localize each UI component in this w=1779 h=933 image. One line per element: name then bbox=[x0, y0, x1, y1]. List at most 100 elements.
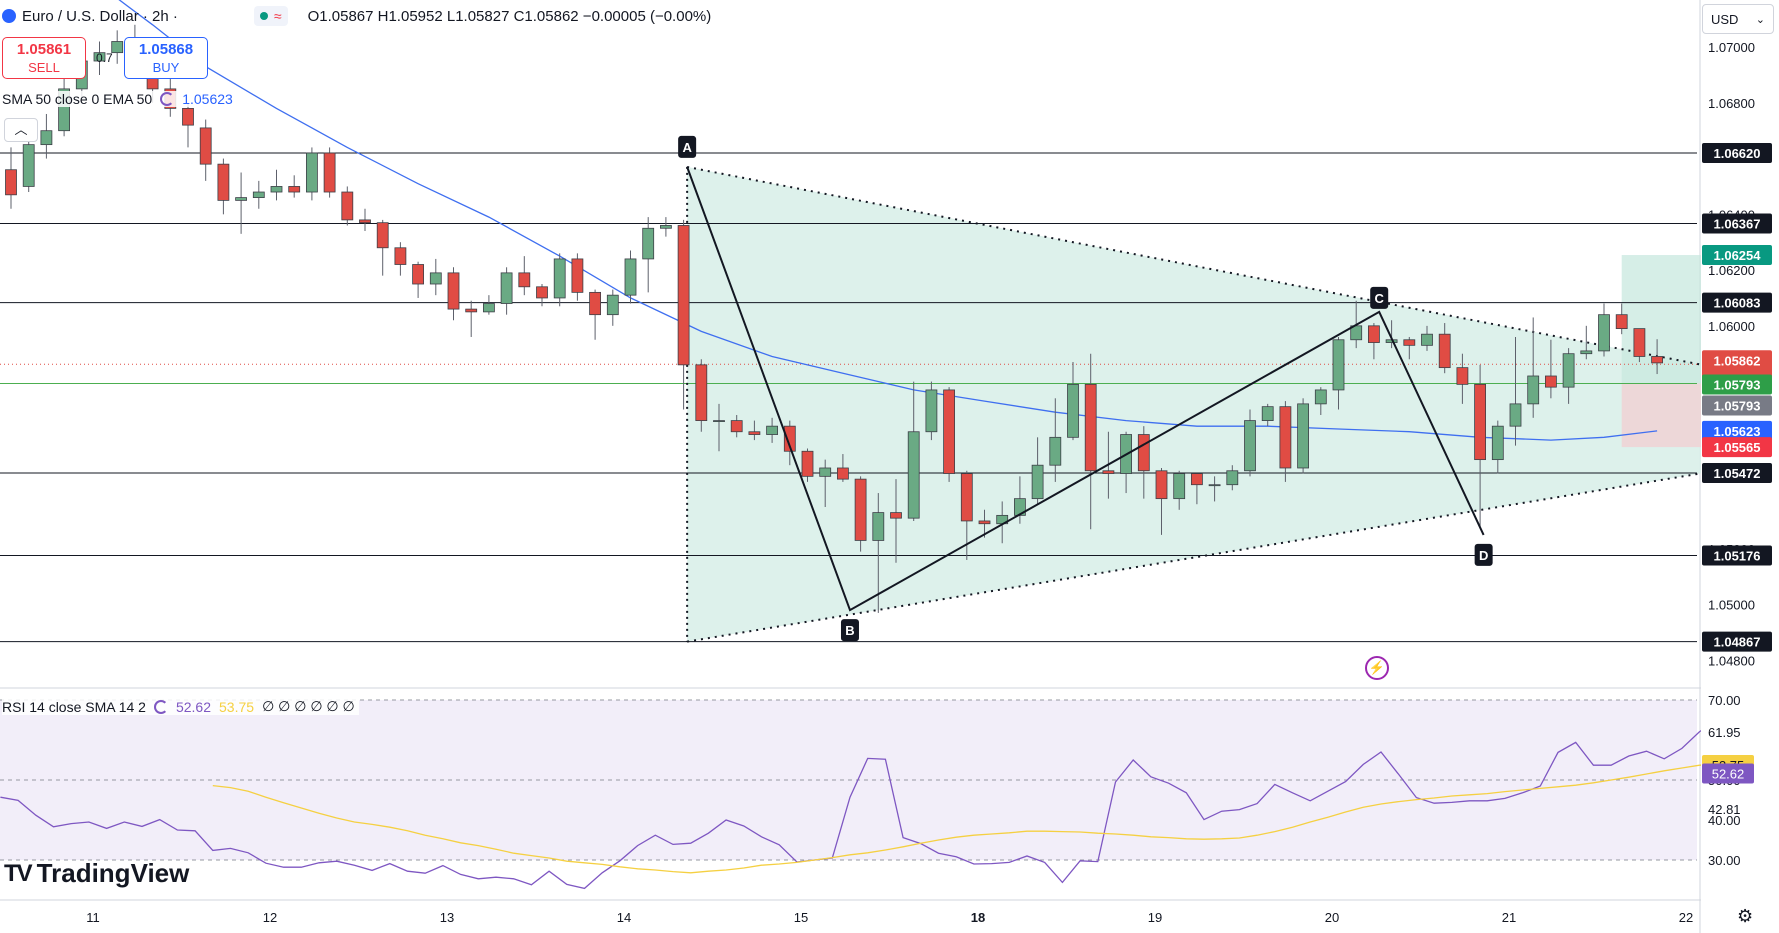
candle-down bbox=[1545, 375, 1557, 388]
time-tick-label: 14 bbox=[617, 910, 631, 925]
price-tag-label: 1.05565 bbox=[1714, 440, 1761, 455]
sell-price: 1.05861 bbox=[16, 41, 72, 58]
pattern-point-label-bg bbox=[1370, 286, 1389, 309]
sell-button[interactable]: 1.05861 SELL bbox=[2, 37, 86, 79]
pattern-point-d-label: D bbox=[1479, 548, 1488, 563]
level-price-tag-label: 1.06620 bbox=[1714, 146, 1761, 161]
candle-down bbox=[1651, 356, 1663, 364]
candle-down bbox=[5, 169, 17, 196]
level-price-tag-label: 1.06083 bbox=[1714, 296, 1761, 311]
time-tick-label: 21 bbox=[1502, 910, 1516, 925]
refresh-icon[interactable] bbox=[160, 92, 175, 106]
price-tag bbox=[1702, 374, 1772, 395]
candle-down bbox=[571, 258, 584, 293]
candle-up bbox=[1491, 425, 1504, 461]
candle-up bbox=[660, 225, 672, 229]
pattern-point-label-bg bbox=[678, 135, 697, 158]
rsi-tag-label: 52.62 bbox=[1712, 767, 1745, 782]
price-tag bbox=[1702, 395, 1772, 416]
candle-down bbox=[589, 291, 601, 316]
rsi-empty-values: ∅ ∅ ∅ ∅ ∅ ∅ bbox=[262, 698, 355, 714]
candle-down bbox=[1474, 383, 1486, 461]
rsi-tick-label: 42.81 bbox=[1708, 802, 1741, 817]
candle-up bbox=[1562, 353, 1575, 388]
level-price-tag-label: 1.04867 bbox=[1714, 635, 1761, 650]
candle-up bbox=[1049, 436, 1062, 466]
ema-legend-label: SMA 50 close 0 EMA 50 bbox=[2, 91, 153, 107]
candle-down bbox=[323, 152, 336, 193]
time-tick-label: 22 bbox=[1679, 910, 1693, 925]
spread-value: 0.7 bbox=[96, 51, 113, 65]
candle-down bbox=[217, 163, 230, 201]
candle-up bbox=[606, 294, 619, 316]
tradingview-logo: TV TradingView bbox=[4, 858, 189, 889]
price-tag-label: 1.05793 bbox=[1714, 378, 1761, 393]
level-price-tag bbox=[1702, 463, 1772, 483]
lightning-icon[interactable]: ⚡ bbox=[1365, 656, 1389, 680]
time-tick-label: 11 bbox=[86, 910, 100, 925]
abcd-pattern-line bbox=[686, 166, 1485, 612]
candle-up bbox=[1261, 406, 1274, 421]
candle-up bbox=[305, 152, 318, 193]
price-tick-label: 1.07000 bbox=[1708, 40, 1755, 55]
candle-down bbox=[677, 225, 690, 366]
candle-up bbox=[93, 52, 106, 62]
candle-down bbox=[1137, 434, 1150, 472]
candle-up bbox=[1067, 383, 1079, 438]
candle-down bbox=[412, 264, 425, 285]
candle-down bbox=[394, 247, 407, 265]
candle-down bbox=[1155, 470, 1168, 500]
time-tick-label: 18 bbox=[971, 910, 985, 925]
sell-label: SELL bbox=[28, 60, 60, 75]
candle-down bbox=[376, 222, 389, 249]
candle-up bbox=[1332, 339, 1345, 391]
triangle-lower-line bbox=[686, 459, 1779, 643]
level-price-tag-label: 1.05176 bbox=[1714, 549, 1761, 564]
price-tick-label: 1.05000 bbox=[1708, 598, 1755, 613]
market-status[interactable]: ≈ bbox=[253, 6, 288, 26]
pattern-point-label-bg bbox=[1474, 543, 1493, 566]
price-tag bbox=[1702, 437, 1772, 458]
candle-up bbox=[500, 272, 513, 304]
collapse-legend-button[interactable]: ︿ bbox=[4, 118, 38, 142]
candle-down bbox=[465, 308, 478, 313]
ema-legend[interactable]: SMA 50 close 0 EMA 50 1.05623 bbox=[2, 91, 237, 107]
time-tick-label: 13 bbox=[440, 910, 454, 925]
symbol-title[interactable]: Euro / U.S. Dollar · 2h · bbox=[22, 7, 178, 25]
candle-up bbox=[1527, 375, 1540, 405]
candle-down bbox=[447, 272, 460, 310]
candle-down bbox=[182, 108, 194, 126]
refresh-icon[interactable] bbox=[153, 699, 168, 714]
rsi-tick-label: 40.00 bbox=[1708, 813, 1741, 828]
chevron-up-icon: ︿ bbox=[14, 122, 28, 137]
candle-up bbox=[925, 389, 938, 433]
currency-value: USD bbox=[1711, 12, 1739, 27]
rsi-tick-label: 61.95 bbox=[1708, 725, 1741, 740]
buy-price: 1.05868 bbox=[138, 41, 194, 58]
candle-down bbox=[288, 186, 301, 193]
candle-up bbox=[819, 467, 832, 477]
rsi-line bbox=[0, 720, 1779, 890]
globe-icon bbox=[2, 9, 16, 23]
candle-down bbox=[801, 450, 814, 477]
candle-down bbox=[783, 425, 796, 452]
candle-down bbox=[1633, 328, 1646, 357]
buy-button[interactable]: 1.05868 BUY bbox=[124, 37, 208, 79]
candle-down bbox=[341, 191, 354, 221]
currency-select[interactable]: USD ⌄ bbox=[1702, 4, 1774, 34]
candle-up bbox=[252, 191, 265, 198]
candle-up bbox=[907, 431, 920, 519]
candle-up bbox=[872, 512, 885, 541]
candle-up bbox=[1244, 420, 1256, 472]
candle-up bbox=[1598, 314, 1610, 352]
symbol-header: Euro / U.S. Dollar · 2h · ≈ O1.05867 H1.… bbox=[2, 6, 711, 26]
gear-icon[interactable]: ⚙ bbox=[1737, 906, 1754, 926]
pattern-point-b-label: B bbox=[845, 623, 854, 638]
rsi-legend[interactable]: RSI 14 close SMA 14 2 52.62 53.75 ∅ ∅ ∅ … bbox=[2, 698, 359, 715]
level-price-tag bbox=[1702, 143, 1772, 163]
candle-up bbox=[111, 41, 124, 54]
rsi-sma-value: 53.75 bbox=[219, 698, 255, 715]
price-tag-label: 1.06254 bbox=[1714, 248, 1762, 263]
candle-up bbox=[482, 303, 495, 313]
